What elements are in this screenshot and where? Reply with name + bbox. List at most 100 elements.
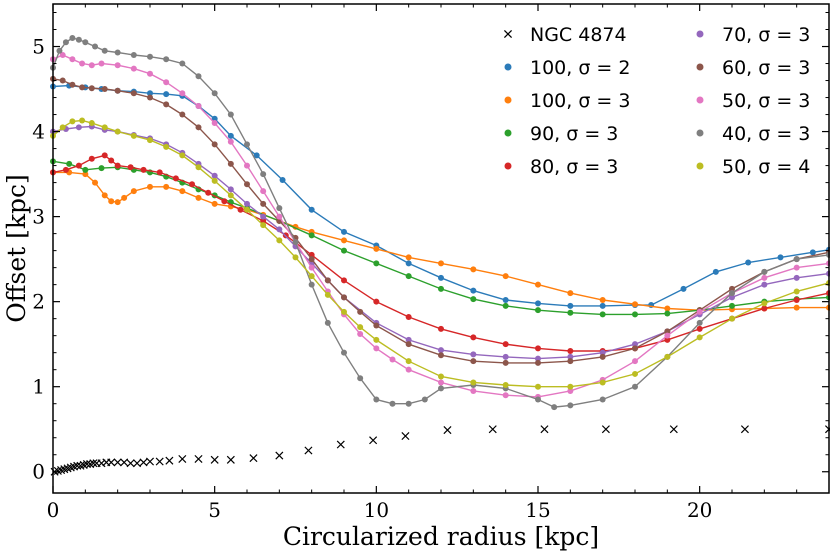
legend-entry-50-sigma-3: 50, σ = 3 <box>696 90 810 112</box>
data-point <box>793 288 800 295</box>
legend-label: NGC 4874 <box>530 24 627 46</box>
data-point <box>227 160 234 167</box>
data-point <box>680 285 687 292</box>
data-point <box>73 461 82 470</box>
data-point <box>324 291 331 298</box>
data-point <box>470 334 477 341</box>
data-point <box>147 183 153 190</box>
data-point <box>401 431 410 441</box>
data-point <box>88 120 95 127</box>
legend-marker <box>503 29 513 39</box>
data-point <box>729 302 735 309</box>
data-point <box>59 77 66 84</box>
data-point <box>712 268 719 275</box>
data-point <box>373 298 380 305</box>
data-point <box>632 301 638 308</box>
data-point <box>127 164 134 171</box>
data-point <box>156 169 163 176</box>
data-point <box>567 290 574 297</box>
data-point <box>308 273 315 280</box>
data-point <box>599 349 606 356</box>
legend-entry-90-sigma-3: 90, σ = 3 <box>504 123 618 145</box>
data-point <box>179 188 186 195</box>
data-point <box>336 440 345 449</box>
data-point <box>79 117 86 124</box>
data-point <box>438 347 444 354</box>
data-point <box>535 359 541 366</box>
data-point <box>341 228 347 235</box>
data-point <box>178 454 187 464</box>
legend-marker <box>696 129 704 137</box>
data-point <box>205 189 212 196</box>
data-point <box>114 199 121 206</box>
data-point <box>101 86 108 93</box>
data-point <box>599 379 606 386</box>
data-point <box>179 111 186 118</box>
data-point <box>599 353 606 360</box>
data-point <box>89 459 98 468</box>
data-point <box>761 268 768 275</box>
data-point <box>82 166 89 173</box>
data-point <box>210 455 219 464</box>
data-point <box>341 237 347 244</box>
data-point <box>373 245 380 252</box>
legend-marker <box>696 162 704 170</box>
data-point <box>599 296 606 303</box>
data-point <box>155 457 164 466</box>
data-point <box>809 249 816 256</box>
data-point <box>632 341 638 348</box>
data-point <box>438 385 444 392</box>
data-point <box>179 60 186 67</box>
legend: NGC 4874 100, σ = 2 100, σ = 3 90, σ = 3 80,… <box>503 24 810 178</box>
data-point <box>664 305 671 312</box>
data-point <box>502 359 509 366</box>
legend-entry-60-sigma-3: 60, σ = 3 <box>696 57 810 79</box>
data-point <box>237 206 244 213</box>
plot-frame <box>52 3 830 494</box>
legend-entry-ngc-4874: NGC 4874 <box>503 24 627 46</box>
data-point <box>107 458 116 467</box>
series-70-sigma-3 <box>50 123 830 362</box>
data-point <box>443 426 452 435</box>
x-tick-label: 20 <box>687 498 712 522</box>
data-point <box>502 353 509 360</box>
data-point <box>470 351 477 358</box>
legend-marker <box>696 63 704 71</box>
data-point <box>535 355 541 362</box>
data-point <box>669 425 678 434</box>
data-point <box>249 454 258 463</box>
data-point <box>664 332 671 339</box>
data-point <box>163 101 170 108</box>
data-point <box>227 138 234 145</box>
data-point <box>729 315 735 322</box>
data-point <box>567 402 574 409</box>
legend-label: 50, σ = 4 <box>722 156 810 178</box>
data-point <box>147 53 153 60</box>
data-point <box>470 287 477 294</box>
legend-label: 60, σ = 3 <box>722 57 810 79</box>
data-point <box>75 162 82 169</box>
data-point <box>405 341 412 348</box>
legend-label: 80, σ = 3 <box>530 156 618 178</box>
data-point <box>75 36 82 43</box>
data-point <box>244 200 250 207</box>
data-point <box>69 56 76 63</box>
data-point <box>113 458 122 467</box>
data-point <box>793 304 800 311</box>
series-ngc-4874 <box>50 425 830 476</box>
data-point <box>56 47 63 54</box>
y-tick-label: 0 <box>32 460 45 484</box>
data-point <box>599 396 606 403</box>
data-point <box>502 273 509 280</box>
series-layer <box>50 35 830 476</box>
data-point <box>357 308 364 315</box>
data-point <box>567 358 574 365</box>
data-point <box>664 328 671 335</box>
legend-label: 100, σ = 2 <box>530 57 630 79</box>
data-point <box>438 274 444 281</box>
data-point <box>260 213 267 220</box>
series-100-sigma-2 <box>50 82 830 309</box>
data-point <box>163 56 170 63</box>
data-point <box>139 458 148 467</box>
data-point <box>357 324 364 331</box>
